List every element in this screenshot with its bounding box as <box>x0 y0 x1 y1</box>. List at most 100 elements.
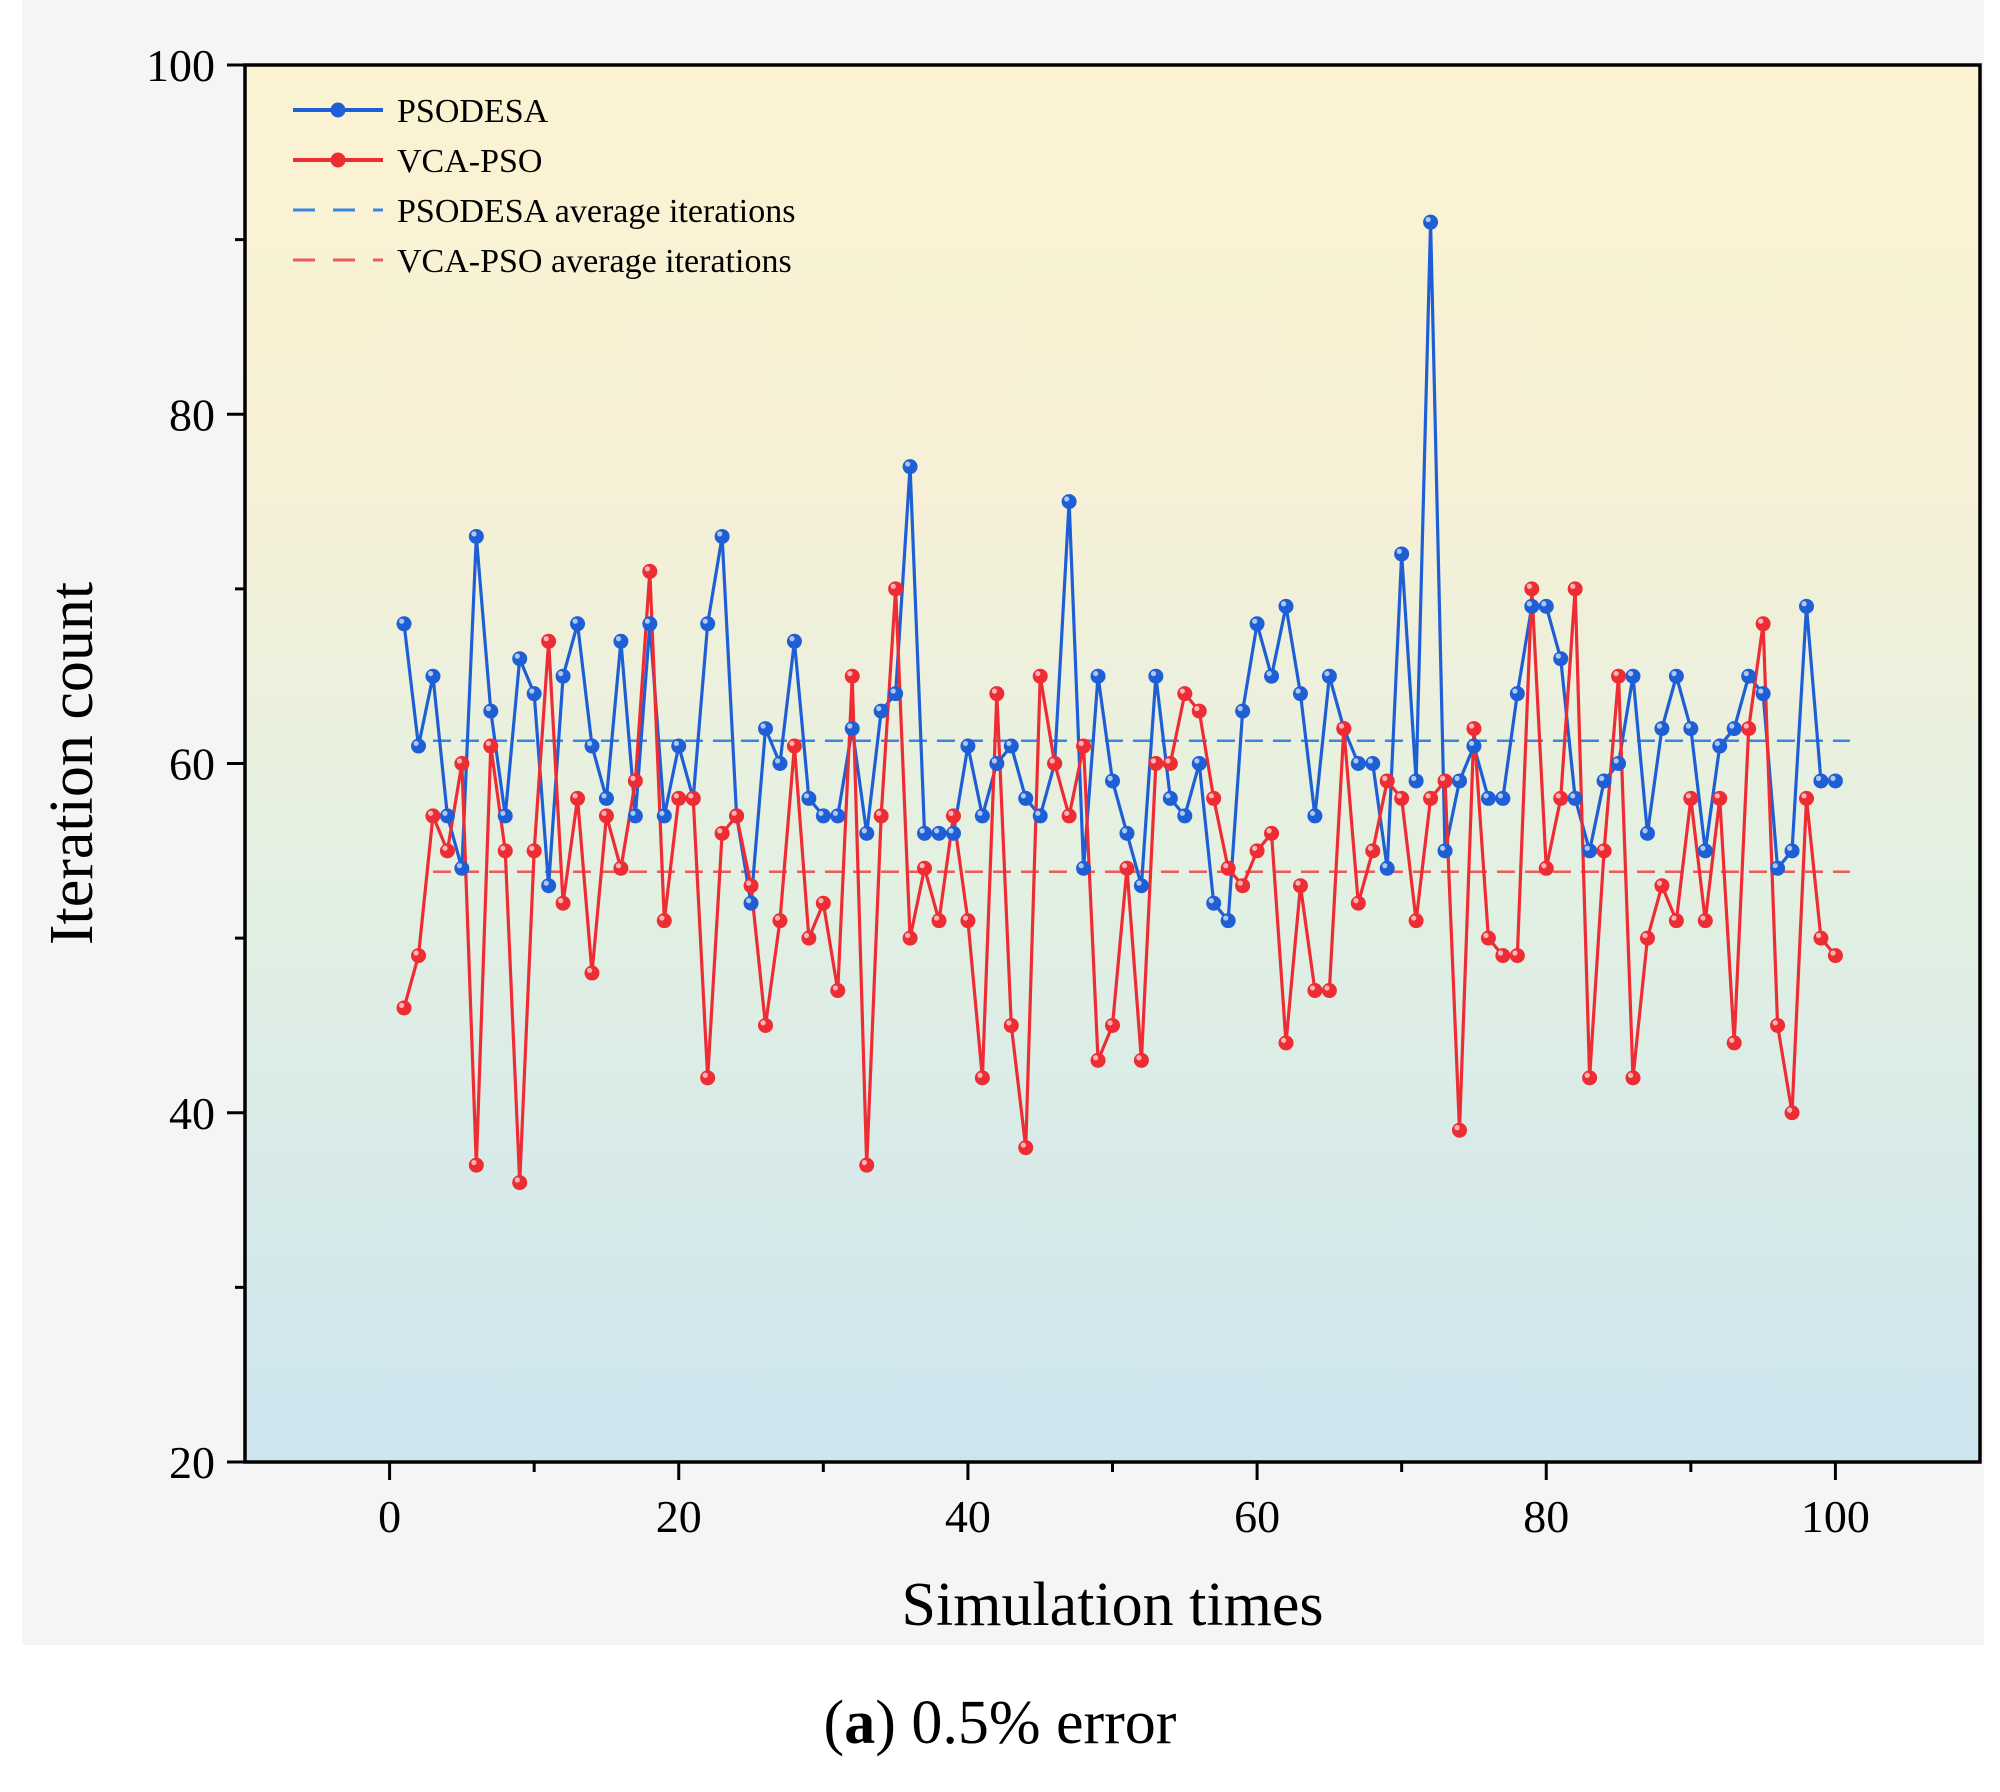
psodesa-point <box>989 756 1005 771</box>
psodesa-point <box>1799 598 1814 614</box>
psodesa-point-highlight <box>1772 863 1778 869</box>
vca-point <box>758 1017 773 1033</box>
vca-point-highlight <box>1411 915 1417 921</box>
psodesa-point-highlight <box>1555 653 1561 659</box>
vca-point-highlight <box>1700 915 1706 921</box>
psodesa-point-highlight <box>1512 688 1518 694</box>
vca-point-highlight <box>1830 950 1836 956</box>
vca-point-highlight <box>1382 775 1388 781</box>
vca-point-highlight <box>746 880 752 886</box>
psodesa-point-highlight <box>1743 670 1749 677</box>
vca-point <box>1726 1035 1742 1051</box>
vca-point-highlight <box>1685 793 1692 799</box>
vca-point-highlight <box>1468 723 1475 729</box>
vca-point-highlight <box>1772 1020 1778 1026</box>
psodesa-point <box>830 808 846 824</box>
psodesa-point-highlight <box>1656 723 1663 729</box>
psodesa-point <box>411 738 426 754</box>
psodesa-point-highlight <box>1700 845 1706 851</box>
psodesa-point <box>714 528 730 544</box>
vca-point-highlight <box>399 1002 405 1008</box>
vca-point <box>439 843 455 859</box>
vca-point <box>1480 930 1496 946</box>
psodesa-series-line <box>402 220 1836 923</box>
psodesa-point-highlight <box>644 618 651 624</box>
psodesa-point <box>1582 843 1598 859</box>
vca-point-highlight <box>1049 758 1055 764</box>
vca-point-highlight <box>587 967 593 974</box>
psodesa-point-highlight <box>1584 845 1590 851</box>
psodesa-point <box>888 686 904 702</box>
vca-point <box>772 913 788 929</box>
vca-point <box>1235 878 1251 894</box>
psodesa-point <box>1509 686 1525 702</box>
psodesa-point <box>1697 843 1713 859</box>
psodesa-point <box>1278 598 1294 614</box>
psodesa-point-highlight <box>615 636 622 642</box>
vca-point <box>1321 983 1337 999</box>
caption-text: ) 0.5% error <box>875 1689 1177 1757</box>
vca-point-highlight <box>717 828 723 834</box>
vca-point-highlight <box>1526 583 1532 589</box>
vca-point <box>1061 808 1077 824</box>
psodesa-point <box>974 808 990 824</box>
psodesa-point <box>859 825 875 841</box>
psodesa-point-highlight <box>818 810 824 816</box>
vca-point <box>1813 930 1829 946</box>
psodesa-point <box>873 703 889 719</box>
vca-point <box>1596 843 1612 859</box>
psodesa-point-highlight <box>934 828 940 834</box>
vca-point <box>1509 948 1525 964</box>
vca-point-highlight <box>1309 985 1316 991</box>
vca-point <box>1177 686 1193 702</box>
vca-point <box>512 1175 528 1191</box>
vca-point <box>1524 581 1540 597</box>
psodesa-point <box>1538 598 1554 614</box>
psodesa-point-highlight <box>1136 880 1142 886</box>
psodesa-point <box>801 790 817 806</box>
psodesa-point-highlight <box>702 618 708 624</box>
psodesa-point <box>945 825 961 841</box>
vca-point-highlight <box>1353 898 1359 904</box>
psodesa-point <box>1032 808 1048 824</box>
vca-point-highlight <box>1020 1142 1026 1148</box>
vca-point-highlight <box>1367 845 1373 851</box>
psodesa-point-highlight <box>1671 670 1677 677</box>
psodesa-point <box>1423 214 1439 230</box>
vca-point <box>411 948 426 964</box>
vca-point <box>1827 948 1843 964</box>
vca-point <box>859 1157 875 1173</box>
vca-point-highlight <box>1758 618 1764 624</box>
psodesa-point <box>1379 860 1395 876</box>
vca-point-highlight <box>1743 723 1749 729</box>
psodesa-point <box>1639 825 1655 841</box>
vca-point-highlight <box>861 1159 867 1166</box>
psodesa-point <box>671 738 687 754</box>
x-tick-label: 100 <box>1801 1491 1870 1542</box>
vca-point <box>1264 825 1280 841</box>
vca-point-highlight <box>529 845 535 851</box>
psodesa-point <box>1177 808 1193 824</box>
psodesa-point <box>1654 721 1670 737</box>
vca-point <box>685 790 701 806</box>
psodesa-point-highlight <box>1093 670 1099 677</box>
psodesa-point <box>1712 738 1728 754</box>
vca-point <box>729 808 745 824</box>
vca-point-highlight <box>1787 1107 1793 1113</box>
psodesa-point-highlight <box>1599 775 1605 781</box>
vca-point <box>1697 913 1713 929</box>
psodesa-point <box>598 790 614 806</box>
vca-point <box>1712 790 1728 806</box>
psodesa-point-highlight <box>1613 758 1619 764</box>
vca-point-highlight <box>1483 932 1489 939</box>
vca-point <box>888 581 904 597</box>
psodesa-point <box>1061 494 1077 510</box>
psodesa-point <box>483 703 499 719</box>
vca-point-highlight <box>1006 1020 1012 1026</box>
psodesa-point-highlight <box>427 670 434 677</box>
vca-point-highlight <box>1035 670 1041 677</box>
vca-point-highlight <box>962 915 969 921</box>
vca-point-highlight <box>601 810 607 816</box>
vca-point-highlight <box>1396 793 1402 799</box>
psodesa-point <box>570 616 586 632</box>
